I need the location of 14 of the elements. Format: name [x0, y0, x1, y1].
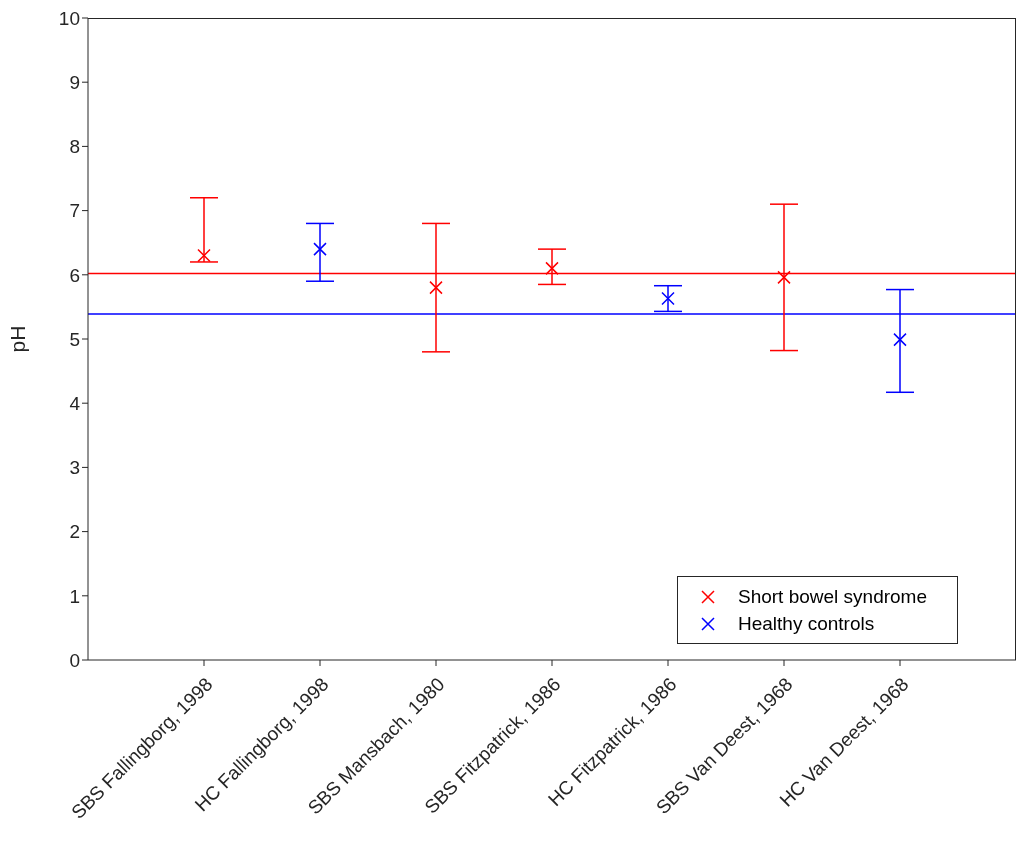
legend-label: Healthy controls [737, 612, 875, 636]
y-tick-label: 9 [69, 71, 80, 93]
y-tick-label: 10 [58, 7, 80, 29]
y-tick-label: 6 [69, 264, 80, 286]
y-axis-title: pH [6, 325, 30, 353]
y-tick-label: 8 [69, 136, 80, 158]
legend-label: Short bowel syndrome [737, 585, 927, 609]
y-tick-label: 2 [69, 521, 80, 543]
y-tick-label: 4 [69, 392, 81, 414]
y-tick-label: 1 [69, 585, 80, 607]
y-tick-label: 0 [69, 649, 80, 671]
y-tick-label: 7 [69, 200, 80, 222]
y-tick-label: 5 [69, 328, 80, 350]
y-tick-label: 3 [69, 457, 80, 479]
